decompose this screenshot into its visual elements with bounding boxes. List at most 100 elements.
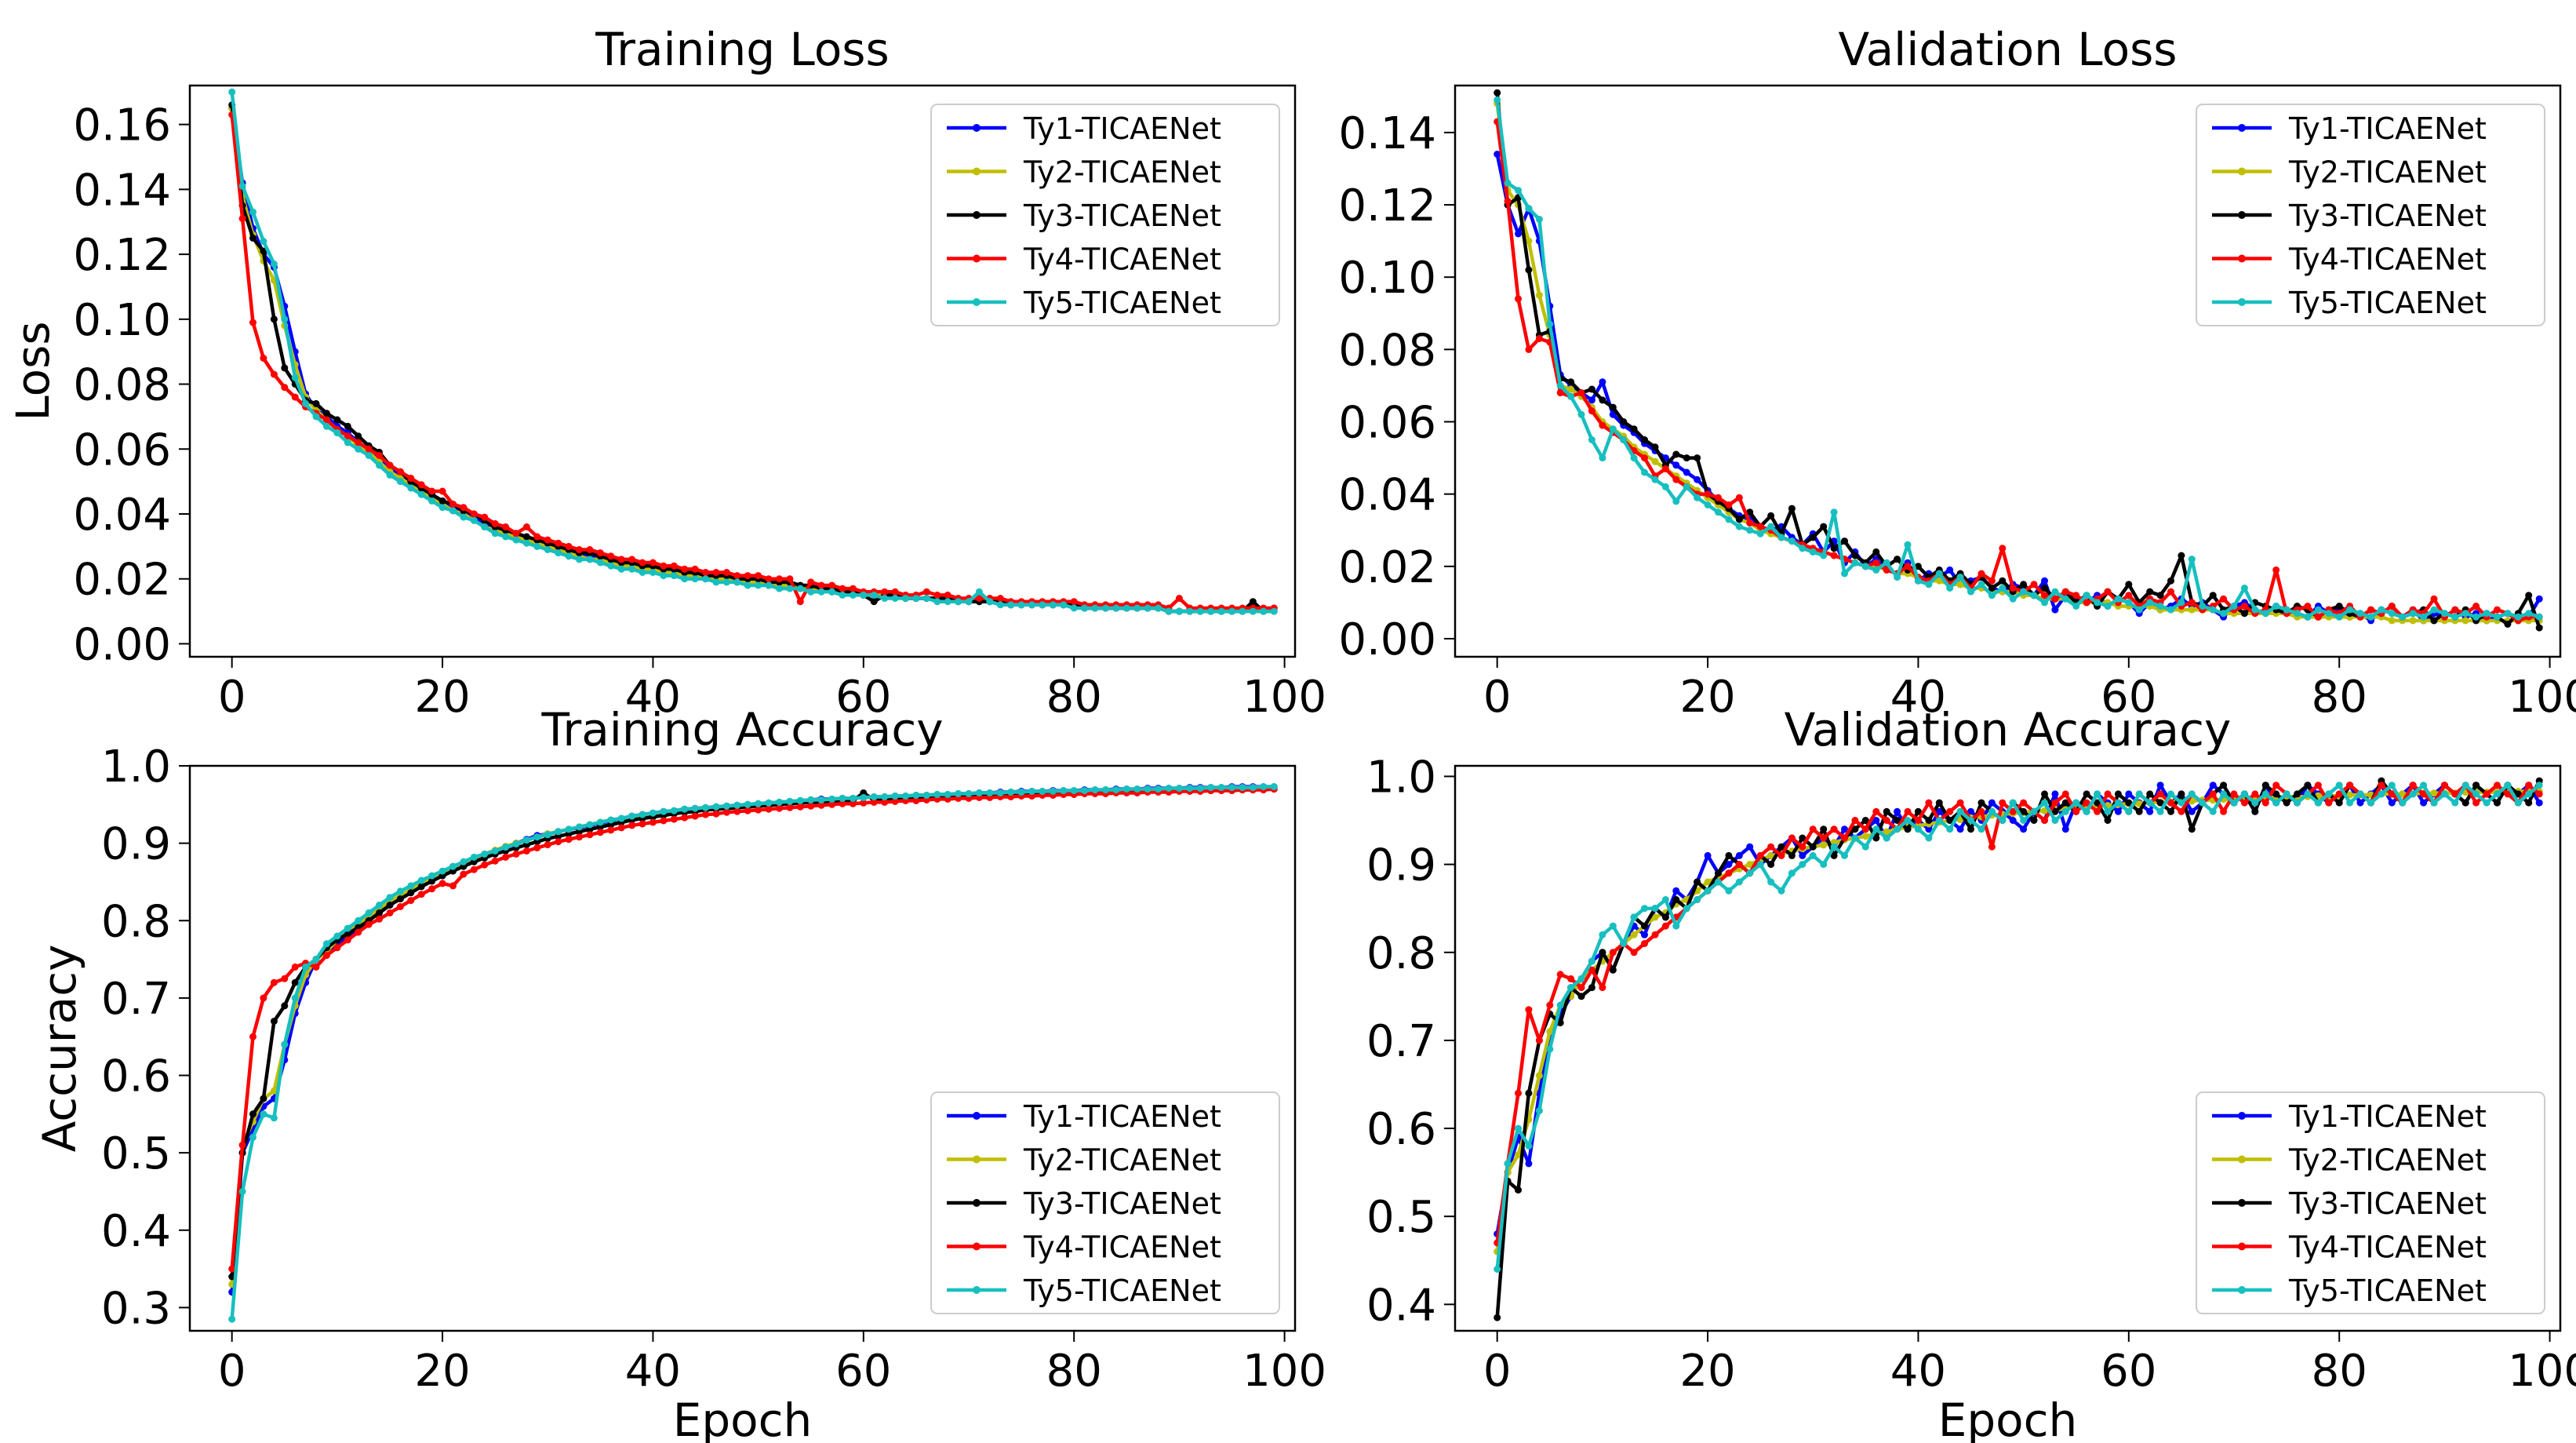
validation-loss-point <box>2535 595 2543 603</box>
validation-accuracy-point <box>2030 817 2038 824</box>
training-accuracy-point <box>722 802 730 810</box>
validation-loss-point <box>2041 585 2048 592</box>
training-loss-point <box>596 559 604 567</box>
training-loss-point <box>702 575 709 583</box>
training-accuracy-point <box>744 807 751 814</box>
validation-accuracy-point <box>1767 878 1775 886</box>
training-loss-frame <box>188 84 1297 658</box>
training-accuracy-point <box>249 1033 257 1040</box>
training-loss-point <box>333 429 341 437</box>
training-accuracy-point <box>491 847 499 855</box>
validation-accuracy-point <box>2420 782 2428 789</box>
training-loss-point <box>712 569 720 576</box>
validation-loss-point <box>1683 468 1690 476</box>
validation-loss-point <box>1683 454 1690 462</box>
validation-accuracy-point <box>2314 799 2322 807</box>
validation-loss-point <box>1935 570 1943 578</box>
validation-loss-point <box>2188 599 2196 607</box>
training-accuracy-point <box>386 894 394 902</box>
validation-loss-point <box>1588 407 1595 415</box>
validation-accuracy-point <box>1525 1142 1533 1150</box>
validation-accuracy-point <box>1777 887 1785 895</box>
validation-accuracy-point <box>1525 1089 1533 1097</box>
validation-loss-legend-marker <box>2238 124 2246 132</box>
validation-loss-point <box>1599 378 1606 386</box>
training-loss-point <box>281 315 289 323</box>
training-loss-point <box>1270 607 1278 615</box>
training-accuracy-point <box>365 920 373 928</box>
validation-accuracy-point <box>1651 905 1659 913</box>
training-loss-point <box>1186 607 1194 615</box>
validation-accuracy-point <box>2146 790 2154 798</box>
validation-accuracy-point <box>2041 790 2048 798</box>
training-accuracy-point <box>355 928 362 936</box>
validation-accuracy-ytick-label: 0.5 <box>1366 1192 1436 1243</box>
training-accuracy-point <box>912 796 920 804</box>
validation-loss-point <box>1830 545 1838 552</box>
validation-accuracy-point <box>1504 1160 1512 1168</box>
validation-loss-point <box>1672 450 1680 458</box>
training-accuracy-point <box>281 1040 289 1048</box>
training-loss-point <box>312 413 320 421</box>
validation-loss-point <box>1851 559 1859 567</box>
validation-loss-point <box>2135 606 2143 614</box>
validation-accuracy-point <box>1651 913 1659 921</box>
training-accuracy-point <box>386 902 394 909</box>
training-loss-legend-label: Ty1-TICAENet <box>1023 111 1221 146</box>
training-loss-ytick-label: 0.00 <box>73 619 171 670</box>
training-loss-point <box>722 569 730 576</box>
validation-accuracy-point <box>2409 790 2417 798</box>
training-loss-point <box>1133 604 1141 612</box>
validation-loss-point <box>2304 603 2312 610</box>
training-accuracy-point <box>1144 785 1152 793</box>
validation-accuracy-point <box>2146 799 2154 807</box>
training-loss-point <box>376 461 383 469</box>
validation-accuracy-point <box>1967 825 1974 833</box>
validation-accuracy-point <box>1630 931 1638 938</box>
training-loss-point <box>786 575 794 583</box>
validation-loss-point <box>1672 497 1680 505</box>
validation-loss-point <box>2051 588 2059 596</box>
training-accuracy-point <box>849 800 857 807</box>
training-loss-point <box>428 487 436 495</box>
training-accuracy-xtick-label: 60 <box>835 1346 891 1397</box>
validation-accuracy-panel: Validation Accuracy 0 20 40 60 80 100 0.4 0.5 0.6… <box>1366 703 2576 1443</box>
training-accuracy-point <box>1112 786 1120 794</box>
training-accuracy-point <box>702 811 709 818</box>
training-loss-point <box>491 530 499 537</box>
validation-loss-point <box>2009 585 2017 592</box>
validation-loss-point <box>2114 595 2122 603</box>
training-accuracy-point <box>691 812 699 820</box>
training-accuracy-point <box>849 794 857 802</box>
training-loss-point <box>502 523 510 530</box>
training-loss-line-5 <box>230 92 1275 614</box>
training-loss-point <box>249 319 257 326</box>
training-loss-xtick-label: 20 <box>414 672 470 723</box>
training-loss-point <box>776 575 783 583</box>
training-loss-point <box>607 552 615 560</box>
training-accuracy-legend-box <box>930 1091 1280 1314</box>
training-accuracy-point <box>376 902 383 909</box>
validation-accuracy-point <box>2483 790 2490 798</box>
training-loss-point <box>281 384 289 392</box>
training-loss-point <box>744 581 751 589</box>
validation-accuracy-point <box>1577 984 1585 992</box>
training-accuracy-point <box>649 809 657 817</box>
validation-accuracy-legend-label: Ty2-TICAENet <box>2288 1143 2487 1178</box>
validation-accuracy-point <box>2272 782 2280 789</box>
validation-loss-point <box>2325 610 2333 618</box>
validation-loss-point <box>2199 603 2207 610</box>
training-loss-point <box>312 399 320 407</box>
training-loss-point <box>470 516 478 524</box>
validation-accuracy-point <box>1894 807 1901 815</box>
training-accuracy-point <box>260 1095 267 1102</box>
validation-loss-point <box>2494 613 2501 621</box>
validation-accuracy-point <box>2251 807 2259 815</box>
validation-loss-point <box>2030 581 2038 588</box>
training-accuracy-point <box>438 867 446 875</box>
validation-loss-point <box>2104 588 2112 596</box>
training-accuracy-point <box>786 803 794 811</box>
training-loss-ytick-label: 0.12 <box>73 230 171 281</box>
validation-loss-legend-marker <box>2238 254 2246 263</box>
validation-loss-legend-box <box>2196 104 2545 326</box>
